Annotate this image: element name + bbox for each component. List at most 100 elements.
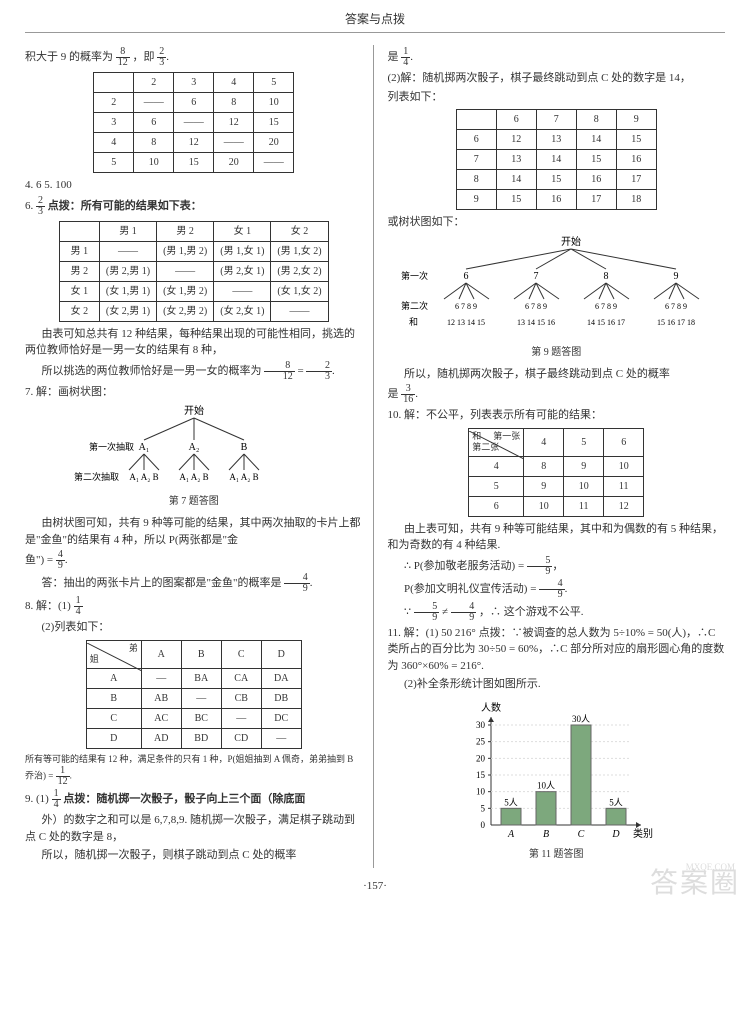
frac: 49 bbox=[451, 602, 477, 623]
svg-text:第二次: 第二次 bbox=[401, 300, 428, 311]
q7a: 由树状图可知，共有 9 种等可能的结果，其中两次抽取的卡片上都是"金鱼"的结果有… bbox=[25, 515, 363, 548]
svg-text:第二次抽取: 第二次抽取 bbox=[74, 471, 119, 482]
svg-text:类别: 类别 bbox=[633, 827, 653, 840]
t: 点拨：随机掷一次骰子，骰子向上三个面（除底面 bbox=[63, 793, 305, 805]
table-4: 6789612131415713141516814151617915161718 bbox=[456, 109, 657, 210]
frac: 14 bbox=[401, 47, 410, 68]
q2b: 列表如下： bbox=[388, 89, 726, 106]
t: 是 bbox=[388, 51, 402, 63]
q8c: 所有等可能的结果有 12 种，满足条件的只有 1 种，P(姐姐抽到 A 佩奇，弟… bbox=[25, 753, 363, 788]
frac: 49 bbox=[284, 573, 310, 594]
frac: 59 bbox=[414, 602, 440, 623]
t: 积大于 9 的概率为 bbox=[25, 51, 113, 63]
frac: 316 bbox=[401, 384, 415, 405]
tree-7: 开始 A₁ A₂ B A₁ A₂ B A₁ A₂ B A₁ A₂ B 第一次抽取… bbox=[64, 402, 324, 492]
frac: 112 bbox=[56, 766, 70, 787]
q10b: ∴ P(参加敬老服务活动) = 59， bbox=[388, 556, 726, 577]
right-column: 是 14. (2)解：随机掷两次骰子，棋子最终跳动到点 C 处的数字是 14， … bbox=[388, 45, 726, 868]
svg-text:13 14 15 16: 13 14 15 16 bbox=[517, 318, 555, 327]
table-5: 第一张和第二张456489105910116101112 bbox=[468, 428, 644, 517]
frac: 23 bbox=[306, 361, 332, 382]
svg-text:6: 6 bbox=[464, 271, 469, 282]
svg-text:第一次抽取: 第一次抽取 bbox=[89, 441, 134, 452]
svg-text:0: 0 bbox=[481, 820, 486, 830]
svg-text:开始: 开始 bbox=[184, 404, 204, 417]
svg-text:6 7 8 9: 6 7 8 9 bbox=[525, 302, 547, 311]
cap11: 第 11 题答图 bbox=[388, 847, 726, 862]
t: 所以挑选的两位教师恰好是一男一女的概率为 bbox=[42, 365, 262, 377]
svg-text:10: 10 bbox=[476, 786, 486, 796]
svg-text:A₁: A₁ bbox=[138, 442, 149, 453]
svg-text:D: D bbox=[612, 829, 621, 840]
svg-text:6 7 8 9: 6 7 8 9 bbox=[595, 302, 617, 311]
svg-text:30人: 30人 bbox=[572, 714, 590, 724]
q6: 6. 23 点拨：所有可能的结果如下表： bbox=[25, 196, 363, 217]
q11b: (2)补全条形统计图如图所示. bbox=[388, 676, 726, 693]
table-3: 弟姐ABCDA—BACADABAB—CBDBCACBC—DCDADBDCD— bbox=[86, 640, 302, 749]
svg-text:A₁ A₂ B: A₁ A₂ B bbox=[179, 472, 208, 482]
t: ，∴ 这个游戏不公平. bbox=[479, 606, 584, 618]
tree-9: 开始 6 7 8 9 6 7 8 9 12 13 14 15 6 7 8 9 13 14 15 … bbox=[391, 233, 721, 343]
q4: 4. 6 5. 100 bbox=[25, 177, 363, 194]
svg-text:第一次: 第一次 bbox=[401, 270, 428, 281]
svg-text:8: 8 bbox=[604, 271, 609, 282]
cap9: 第 9 题答图 bbox=[388, 345, 726, 360]
t: 是 bbox=[388, 388, 402, 400]
table-1: 23452——681036——12154812——205101520—— bbox=[93, 72, 294, 173]
left-column: 积大于 9 的概率为 812 ，即 23. 23452——681036——121… bbox=[25, 45, 374, 868]
q10d: ∵ 59 ≠ 49 ，∴ 这个游戏不公平. bbox=[388, 602, 726, 623]
t: 答：抽出的两张卡片上的图案都是"金鱼"的概率是 bbox=[42, 577, 282, 589]
svg-text:A₁ A₂ B: A₁ A₂ B bbox=[129, 472, 158, 482]
svg-text:6 7 8 9: 6 7 8 9 bbox=[665, 302, 687, 311]
t: 点拨：所有可能的结果如下表： bbox=[48, 200, 202, 212]
t: ∴ P(参加敬老服务活动) = bbox=[404, 560, 527, 572]
t: 8. 解：(1) bbox=[25, 600, 74, 612]
q6-res: 所以挑选的两位教师恰好是一男一女的概率为 812 = 23. bbox=[25, 361, 363, 382]
svg-text:9: 9 bbox=[674, 271, 679, 282]
frac: 14 bbox=[74, 596, 83, 617]
svg-text:开始: 开始 bbox=[561, 235, 581, 248]
q11: 11. 解：(1) 50 216° 点拨：∵被调查的总人数为 5÷10% = 5… bbox=[388, 625, 726, 675]
t: ，即 bbox=[133, 51, 155, 63]
svg-text:10人: 10人 bbox=[537, 780, 555, 790]
watermark: 答案圈 bbox=[650, 862, 740, 904]
svg-text:12 13 14 15: 12 13 14 15 bbox=[447, 318, 485, 327]
frac: 23 bbox=[36, 196, 45, 217]
intro-text: 积大于 9 的概率为 812 ，即 23. bbox=[25, 47, 363, 68]
svg-text:和: 和 bbox=[409, 317, 418, 327]
svg-text:5: 5 bbox=[481, 803, 486, 813]
page-header: 答案与点拨 bbox=[25, 10, 725, 33]
q7c: 答：抽出的两张卡片上的图案都是"金鱼"的概率是 49. bbox=[25, 573, 363, 594]
q10: 10. 解：不公平，列表表示所有可能的结果： bbox=[388, 407, 726, 424]
q2a: (2)解：随机掷两次骰子，棋子最终跳动到点 C 处的数字是 14， bbox=[388, 70, 726, 87]
t: = bbox=[298, 365, 307, 377]
t: ≠ bbox=[442, 606, 451, 618]
svg-text:14 15 16 17: 14 15 16 17 bbox=[587, 318, 625, 327]
svg-text:A₁ A₂ B: A₁ A₂ B bbox=[229, 472, 258, 482]
t: 6. bbox=[25, 200, 36, 212]
frac: 14 bbox=[52, 789, 61, 810]
svg-text:15: 15 bbox=[476, 770, 486, 780]
svg-text:人数: 人数 bbox=[481, 701, 501, 714]
svg-text:15 16 17 18: 15 16 17 18 bbox=[657, 318, 695, 327]
svg-text:C: C bbox=[578, 829, 585, 840]
page-number: ·157· bbox=[25, 878, 725, 895]
frac: 59 bbox=[527, 556, 553, 577]
q7: 7. 解：画树状图： bbox=[25, 384, 363, 401]
q8b: (2)列表如下： bbox=[25, 619, 363, 636]
frac: 812 bbox=[116, 47, 130, 68]
q6-expl: 由表可知总共有 12 种结果，每种结果出现的可能性相同，挑选的两位教师恰好是一男… bbox=[25, 326, 363, 359]
svg-text:6 7 8 9: 6 7 8 9 bbox=[455, 302, 477, 311]
t: P(参加文明礼仪宣传活动) = bbox=[404, 583, 539, 595]
cap7: 第 7 题答图 bbox=[25, 494, 363, 509]
svg-text:7: 7 bbox=[534, 271, 539, 282]
svg-text:20: 20 bbox=[476, 753, 486, 763]
svg-text:B: B bbox=[240, 442, 247, 453]
svg-text:5人: 5人 bbox=[504, 797, 518, 807]
t: ∵ bbox=[404, 606, 414, 618]
svg-text:30: 30 bbox=[476, 720, 486, 730]
q9b: 外）的数字之和可以是 6,7,8,9. 随机掷一次骰子，满足棋子跳动到点 C 处… bbox=[25, 812, 363, 845]
bar-chart-11: 51015202530A5人B10人C30人D5人人数类别0 bbox=[456, 695, 656, 845]
svg-text:5人: 5人 bbox=[609, 797, 623, 807]
svg-text:A₂: A₂ bbox=[188, 442, 199, 453]
